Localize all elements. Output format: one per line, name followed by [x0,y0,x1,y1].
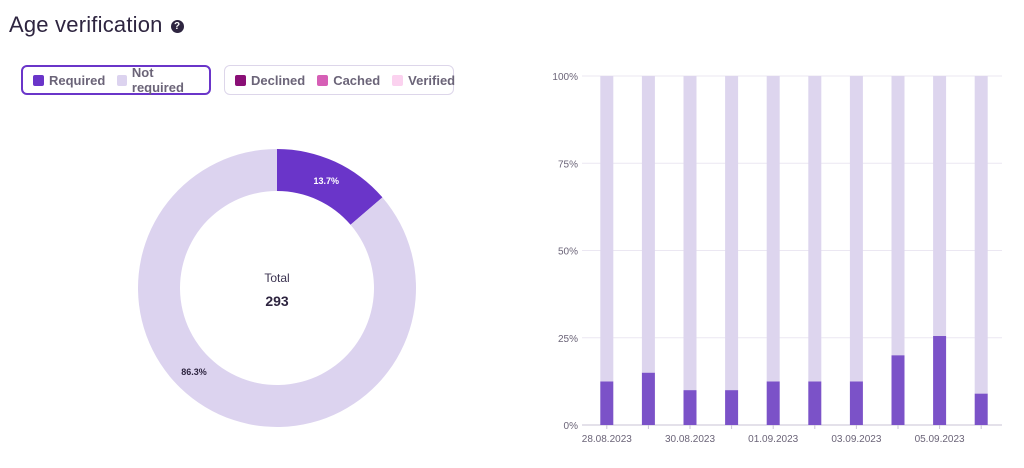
donut-slice-required[interactable] [277,149,383,225]
y-tick-label: 0% [564,421,579,432]
legend-swatch-verified [392,74,404,86]
legend-item-verified[interactable]: Verified [392,73,455,88]
legend-item-cached[interactable]: Cached [317,73,380,88]
legend-label-declined: Declined [251,72,306,88]
donut-chart: 13.7% 86.3% Total 293 [137,149,416,427]
donut-slice-label: 86.3% [181,367,207,377]
bar-required-28.08.2023[interactable] [600,381,614,425]
bar-not-required-01.09.2023[interactable] [766,76,780,382]
bar-not-required-02.09.2023[interactable] [808,76,822,382]
legend-swatch-declined [235,74,246,86]
bar-not-required-28.08.2023[interactable] [600,76,614,382]
bar-not-required-29.08.2023[interactable] [641,76,655,373]
bar-required-06.09.2023[interactable] [974,393,988,425]
title-text: Age verification [9,12,163,37]
bar-not-required-30.08.2023[interactable] [683,76,697,391]
legend-item-required[interactable]: Required [33,73,105,88]
legend-label-required: Required [49,72,106,88]
bar-required-30.08.2023[interactable] [683,390,697,425]
legend-label-verified: Verified [408,72,456,88]
legend-swatch-not-required [117,74,127,86]
x-tick-label: 03.09.2023 [831,434,881,445]
legend-group-outcome[interactable]: Declined Cached Verified [224,65,455,95]
bar-required-01.09.2023[interactable] [766,381,780,425]
page-title: Age verification ? [9,12,184,38]
bar-required-02.09.2023[interactable] [808,381,822,425]
y-tick-label: 75% [558,159,578,170]
legend-group-requirement[interactable]: Required Not required [21,65,211,95]
legend-swatch-cached [317,74,329,86]
y-tick-label: 25% [558,334,578,345]
bar-required-05.09.2023[interactable] [933,336,947,425]
bar-not-required-05.09.2023[interactable] [933,76,947,337]
bar-not-required-03.09.2023[interactable] [849,76,863,382]
y-tick-label: 50% [558,247,578,258]
legend-item-not-required[interactable]: Not required [117,65,199,95]
x-tick-label: 05.09.2023 [915,434,965,445]
bar-not-required-31.08.2023[interactable] [725,76,739,391]
bar-not-required-06.09.2023[interactable] [974,76,988,394]
legend-label-not-required: Not required [131,65,184,95]
bar-required-29.08.2023[interactable] [641,372,655,425]
x-tick-label: 30.08.2023 [665,434,715,445]
x-tick-label: 01.09.2023 [748,434,798,445]
x-tick-label: 28.08.2023 [582,434,632,445]
donut-slice-label: 13.7% [313,176,339,186]
legend-item-declined[interactable]: Declined [235,73,305,88]
legend-swatch-required [33,74,44,86]
bar-required-03.09.2023[interactable] [849,381,863,425]
donut-center-value: 293 [265,293,289,309]
bar-required-04.09.2023[interactable] [891,355,905,425]
question-circle-icon[interactable]: ? [170,19,184,33]
donut-center-label: Total [264,271,289,285]
bar-not-required-04.09.2023[interactable] [891,76,905,356]
y-tick-label: 100% [552,72,578,83]
legend-label-cached: Cached [333,72,381,88]
donut-slice-not-required[interactable] [137,149,416,427]
bar-required-31.08.2023[interactable] [725,390,739,425]
